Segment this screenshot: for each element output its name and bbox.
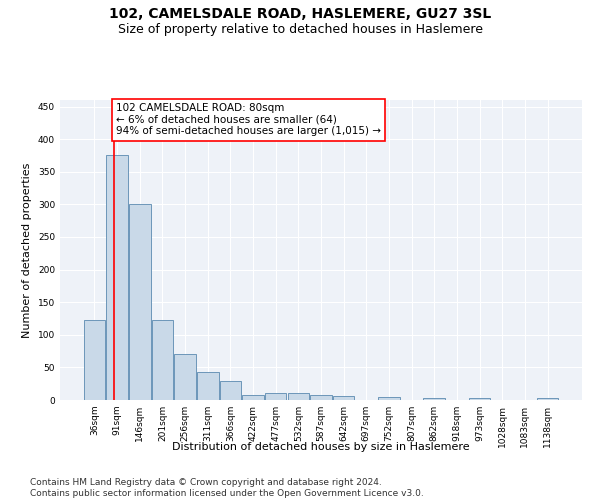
Bar <box>220 381 241 400</box>
Bar <box>84 320 105 400</box>
Bar <box>265 394 286 400</box>
Bar <box>106 156 128 400</box>
Text: Contains HM Land Registry data © Crown copyright and database right 2024.
Contai: Contains HM Land Registry data © Crown c… <box>30 478 424 498</box>
Bar <box>469 398 490 400</box>
Bar <box>129 204 151 400</box>
Text: Distribution of detached houses by size in Haslemere: Distribution of detached houses by size … <box>172 442 470 452</box>
Text: 102 CAMELSDALE ROAD: 80sqm
← 6% of detached houses are smaller (64)
94% of semi-: 102 CAMELSDALE ROAD: 80sqm ← 6% of detac… <box>116 104 381 136</box>
Bar <box>424 398 445 400</box>
Bar <box>152 320 173 400</box>
Bar <box>242 395 264 400</box>
Y-axis label: Number of detached properties: Number of detached properties <box>22 162 32 338</box>
Bar <box>310 396 332 400</box>
Bar <box>333 396 355 400</box>
Text: Size of property relative to detached houses in Haslemere: Size of property relative to detached ho… <box>118 22 482 36</box>
Text: 102, CAMELSDALE ROAD, HASLEMERE, GU27 3SL: 102, CAMELSDALE ROAD, HASLEMERE, GU27 3S… <box>109 8 491 22</box>
Bar <box>537 398 558 400</box>
Bar <box>287 393 309 400</box>
Bar <box>175 354 196 400</box>
Bar <box>378 398 400 400</box>
Bar <box>197 372 218 400</box>
